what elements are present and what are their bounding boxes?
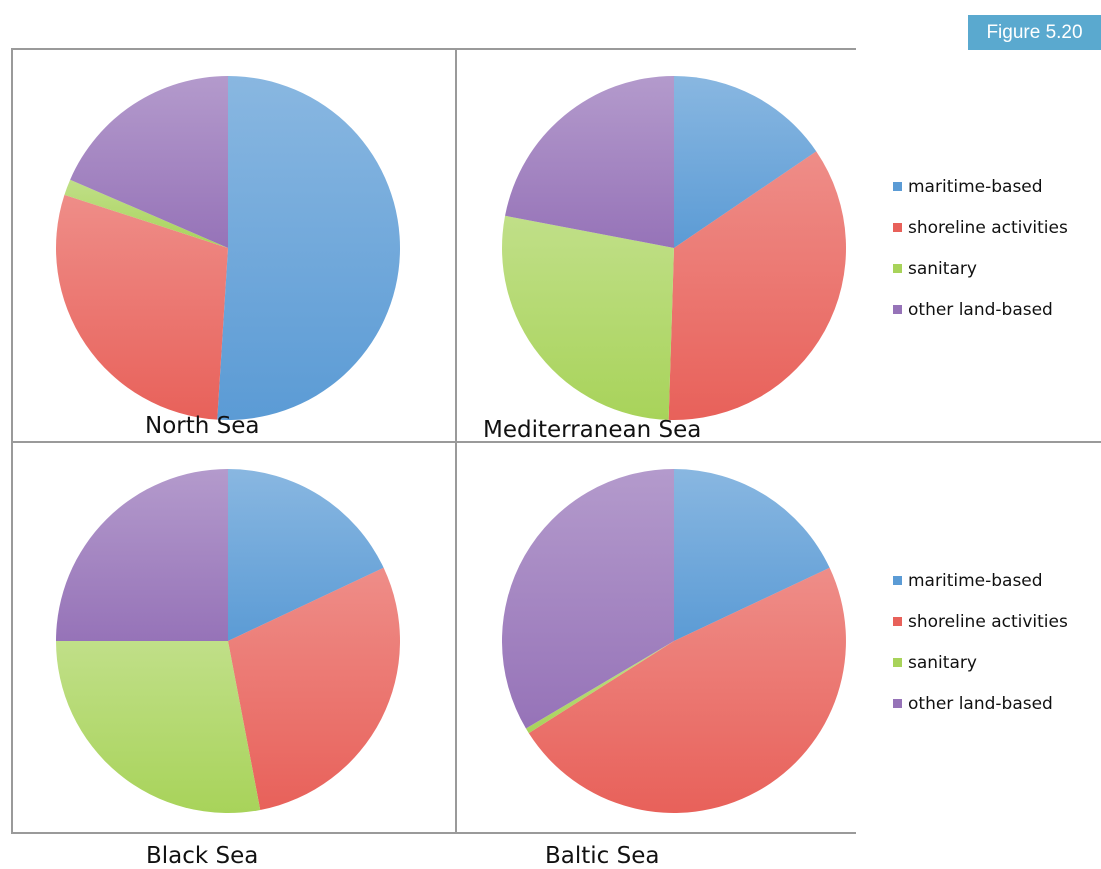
legend-swatch-other-land-based xyxy=(893,305,902,314)
pie-slice-other-land-based xyxy=(70,76,229,248)
pie-slice-sanitary xyxy=(525,641,674,734)
legend-item: sanitary xyxy=(893,642,1068,683)
pie-slice-maritime-based xyxy=(217,76,401,421)
grid-line-left xyxy=(11,48,13,834)
legend-item: maritime-based xyxy=(893,166,1068,207)
legend-item: maritime-based xyxy=(893,560,1068,601)
pie-slice-shoreline-activities xyxy=(668,151,847,421)
pie-baltic-sea xyxy=(501,469,846,813)
pie-slice-sanitary xyxy=(502,215,674,420)
pie-slice-shoreline-activities xyxy=(56,194,228,420)
chart-title-baltic-sea: Baltic Sea xyxy=(545,843,660,869)
pie-slice-other-land-based xyxy=(501,469,674,729)
legend-top: maritime-based shoreline activities sani… xyxy=(893,166,1068,330)
pie-slice-shoreline-activities xyxy=(528,567,846,813)
legend-swatch-other-land-based xyxy=(893,699,902,708)
pie-slice-sanitary xyxy=(64,179,228,248)
legend-swatch-maritime-based xyxy=(893,182,902,191)
pie-slice-sanitary xyxy=(56,641,261,813)
legend-item: other land-based xyxy=(893,289,1068,330)
grid-line-middle xyxy=(11,441,1101,443)
pie-slice-other-land-based xyxy=(505,76,674,248)
legend-swatch-shoreline-activities xyxy=(893,617,902,626)
legend-item: shoreline activities xyxy=(893,207,1068,248)
legend-swatch-maritime-based xyxy=(893,576,902,585)
pie-slice-maritime-based xyxy=(674,76,817,248)
pie-mediterranean-sea xyxy=(502,76,847,421)
pie-slice-maritime-based xyxy=(228,469,384,641)
legend-label: maritime-based xyxy=(908,570,1043,591)
chart-title-north-sea: North Sea xyxy=(145,413,260,439)
legend-label: sanitary xyxy=(908,258,977,279)
legend-label: shoreline activities xyxy=(908,217,1068,238)
grid-line-bottom xyxy=(11,832,856,834)
legend-label: sanitary xyxy=(908,652,977,673)
chart-title-black-sea: Black Sea xyxy=(146,843,259,869)
legend-item: other land-based xyxy=(893,683,1068,724)
legend-bottom: maritime-based shoreline activities sani… xyxy=(893,560,1068,724)
pie-slice-maritime-based xyxy=(674,469,830,641)
pie-black-sea xyxy=(56,469,400,813)
legend-swatch-shoreline-activities xyxy=(893,223,902,232)
pie-north-sea xyxy=(56,76,401,421)
legend-label: other land-based xyxy=(908,299,1053,320)
legend-item: sanitary xyxy=(893,248,1068,289)
legend-swatch-sanitary xyxy=(893,264,902,273)
chart-title-mediterranean-sea: Mediterranean Sea xyxy=(483,417,702,443)
figure-label: Figure 5.20 xyxy=(968,15,1101,50)
legend-label: shoreline activities xyxy=(908,611,1068,632)
pie-slice-other-land-based xyxy=(56,469,228,641)
legend-label: other land-based xyxy=(908,693,1053,714)
legend-swatch-sanitary xyxy=(893,658,902,667)
legend-label: maritime-based xyxy=(908,176,1043,197)
pie-slice-shoreline-activities xyxy=(228,567,400,810)
grid-line-top xyxy=(11,48,856,50)
grid-line-center xyxy=(455,48,457,834)
legend-item: shoreline activities xyxy=(893,601,1068,642)
